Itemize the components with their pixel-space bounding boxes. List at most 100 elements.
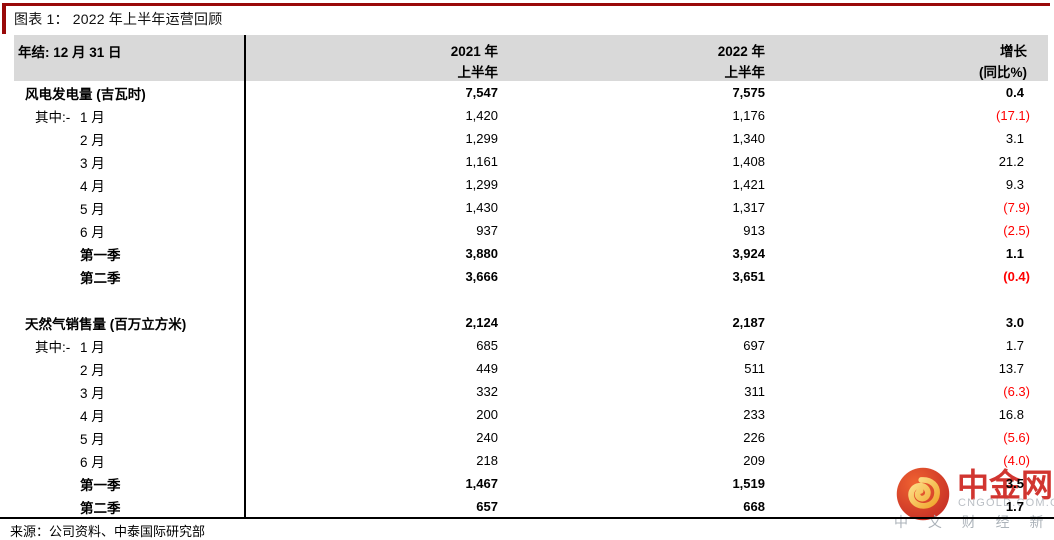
value-2022: 3,924	[732, 246, 765, 261]
value-2021: 218	[476, 453, 498, 468]
table-row: 风电发电量 (吉瓦时) 7,547 7,575 0.4	[0, 81, 1054, 104]
value-2021: 1,467	[465, 476, 498, 491]
row-label-text: 4 月	[80, 178, 105, 194]
value-2021: 1,299	[465, 177, 498, 192]
table-row: 3 月 1,161 1,408 21.2	[0, 150, 1054, 173]
row-label: 5 月	[0, 426, 245, 449]
value-2021: 1,430	[465, 200, 498, 215]
row-label-text: 1 月	[80, 109, 105, 125]
value-growth: (0.4)	[1003, 269, 1030, 284]
value-2021: 3,666	[465, 269, 498, 284]
row-label: 第二季	[0, 495, 245, 518]
table-row: 第二季 657 668 1.7	[0, 495, 1054, 518]
table-row: 第一季 3,880 3,924 1.1	[0, 242, 1054, 265]
value-2022: 511	[744, 361, 765, 376]
value-2022: 1,176	[732, 108, 765, 123]
row-label-text: 4 月	[80, 408, 105, 424]
value-growth: (4.0)	[1003, 453, 1030, 468]
row-label: 6 月	[0, 449, 245, 472]
value-2021: 7,547	[465, 85, 498, 100]
header-col-growth-line1: 增长	[1000, 44, 1027, 59]
table-header-row: 年结: 12 月 31 日 2021 年 上半年 2022 年 上半年 增长 (…	[0, 35, 1054, 81]
value-2021: 1,161	[465, 154, 498, 169]
value-growth: 3.5	[1005, 476, 1024, 491]
row-label: 其中:- 1 月	[0, 334, 245, 357]
header-col-2022-line2: 上半年	[724, 65, 766, 80]
value-growth: 1.7	[1005, 338, 1024, 353]
value-2022: 233	[743, 407, 765, 422]
value-growth: 1.1	[1005, 246, 1024, 261]
header-col-2022: 2022 年 上半年	[500, 35, 766, 83]
value-2022: 1,421	[732, 177, 765, 192]
row-label-text: 风电发电量 (吉瓦时)	[25, 86, 146, 102]
value-2022: 1,408	[732, 154, 765, 169]
spacer-row	[0, 288, 1054, 311]
value-growth: 3.0	[1005, 315, 1024, 330]
row-label: 风电发电量 (吉瓦时)	[0, 81, 245, 104]
row-label: 其中:- 1 月	[0, 104, 245, 127]
value-2021: 3,880	[465, 246, 498, 261]
row-label-text: 1 月	[80, 339, 105, 355]
value-2022: 913	[743, 223, 765, 238]
row-label: 第一季	[0, 472, 245, 495]
value-2021: 332	[476, 384, 498, 399]
cngold-slogan: 中 文 财 经 新 媒 体	[894, 514, 1054, 530]
title-red-bar	[2, 3, 6, 34]
value-2022: 1,340	[732, 131, 765, 146]
row-label-text: 第一季	[80, 477, 121, 493]
value-2022: 311	[744, 384, 765, 399]
value-growth: (5.6)	[1003, 430, 1030, 445]
row-label-prefix: 其中:-	[35, 339, 71, 355]
table-row: 4 月 200 233 16.8	[0, 403, 1054, 426]
header-year-end-label: 年结: 12 月 31 日	[18, 45, 122, 60]
row-label-text: 天然气销售量 (百万立方米)	[25, 316, 187, 332]
row-label: 2 月	[0, 357, 245, 380]
header-col-2021: 2021 年 上半年	[245, 35, 500, 83]
row-label: 3 月	[0, 380, 245, 403]
value-growth: 13.7	[998, 361, 1024, 376]
value-2022: 668	[743, 499, 765, 514]
table-bottom-rule	[0, 517, 1054, 519]
value-growth: (2.5)	[1003, 223, 1030, 238]
value-2021: 2,124	[465, 315, 498, 330]
value-2022: 2,187	[732, 315, 765, 330]
row-label: 第二季	[0, 265, 245, 288]
row-label-text: 第二季	[80, 500, 121, 516]
table-row: 6 月 937 913 (2.5)	[0, 219, 1054, 242]
row-label-text: 5 月	[80, 201, 105, 217]
value-growth: (17.1)	[996, 108, 1030, 123]
row-label: 3 月	[0, 150, 245, 173]
header-col-2021-line1: 2021 年	[450, 44, 498, 59]
table-row: 2 月 1,299 1,340 3.1	[0, 127, 1054, 150]
table-row: 其中:- 1 月 1,420 1,176 (17.1)	[0, 104, 1054, 127]
row-label: 天然气销售量 (百万立方米)	[0, 311, 245, 334]
value-growth: 9.3	[1005, 177, 1024, 192]
value-2021: 200	[476, 407, 498, 422]
header-col-2022-line1: 2022 年	[717, 44, 765, 59]
header-col-2021-line2: 上半年	[457, 65, 499, 80]
table-row: 5 月 240 226 (5.6)	[0, 426, 1054, 449]
value-2021: 449	[476, 361, 498, 376]
value-2021: 937	[476, 223, 498, 238]
row-label-text: 2 月	[80, 132, 105, 148]
value-2021: 685	[476, 338, 498, 353]
row-label-text: 6 月	[80, 454, 105, 470]
row-label: 5 月	[0, 196, 245, 219]
value-2021: 1,299	[465, 131, 498, 146]
row-label: 4 月	[0, 403, 245, 426]
table-body: 风电发电量 (吉瓦时) 7,547 7,575 0.4 其中:- 1 月 1,420 1,17…	[0, 81, 1054, 518]
row-label-text: 3 月	[80, 155, 105, 171]
value-2022: 1,317	[732, 200, 765, 215]
value-2022: 3,651	[732, 269, 765, 284]
row-label-text: 第二季	[80, 270, 121, 286]
value-2021: 657	[476, 499, 498, 514]
value-2022: 209	[743, 453, 765, 468]
value-growth: 1.7	[1005, 499, 1024, 514]
cngold-name: 中金网	[957, 467, 1054, 503]
row-label: 2 月	[0, 127, 245, 150]
table-row: 3 月 332 311 (6.3)	[0, 380, 1054, 403]
table-row: 其中:- 1 月 685 697 1.7	[0, 334, 1054, 357]
header-col-growth: 增长 (同比%)	[766, 35, 1054, 83]
row-label: 4 月	[0, 173, 245, 196]
row-label-text: 6 月	[80, 224, 105, 240]
